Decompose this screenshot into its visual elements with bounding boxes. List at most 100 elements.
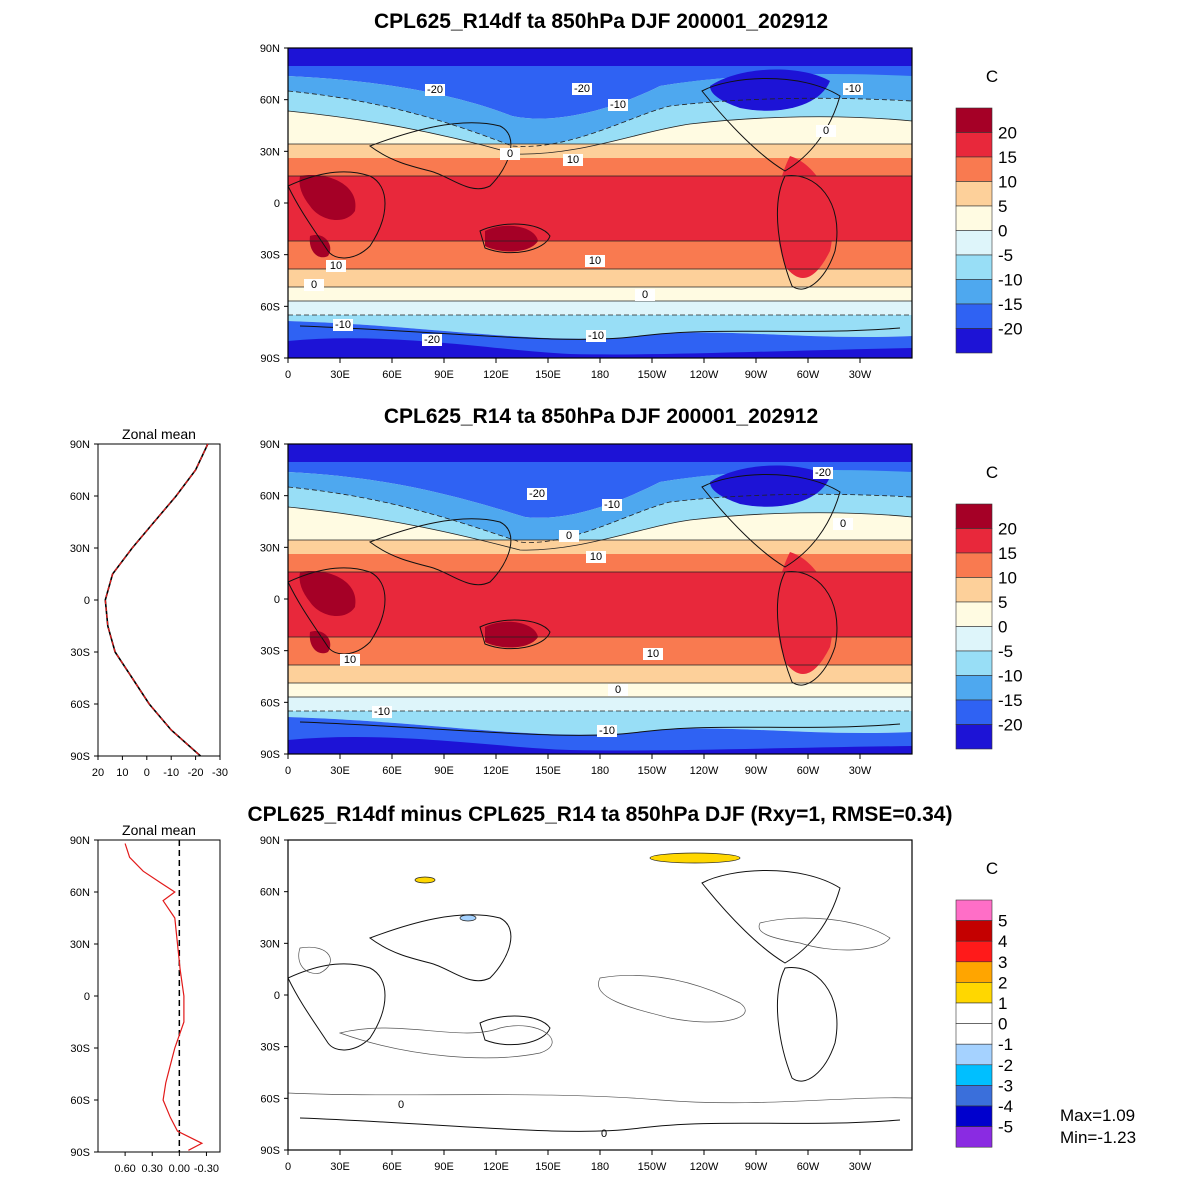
min-value: Min=-1.23 <box>1060 1128 1137 1147</box>
contour-label-bg <box>585 255 605 267</box>
bottom-lat-tick-label: 90S <box>260 1145 280 1157</box>
middle-lat-tick-label: 30N <box>260 542 280 554</box>
middle-panel-title: CPL625_R14 ta 850hPa DJF 200001_202912 <box>383 405 819 428</box>
zonal-mean-line <box>104 443 209 757</box>
colorbar-label: 1 <box>998 994 1007 1013</box>
colorbar-swatch <box>955 1085 993 1107</box>
contour-label-bg <box>643 648 663 660</box>
zonal-lat-tick-label: 30S <box>70 1043 90 1055</box>
contour-label: -20 <box>424 334 440 346</box>
colorbar-swatch <box>955 254 993 280</box>
middle-lat-tick-label: 60N <box>260 491 280 503</box>
colorbar-label: 4 <box>998 932 1007 951</box>
contour-label-bg <box>559 530 579 542</box>
contour-label: 0 <box>615 684 621 696</box>
middle-lat-tick-label: 90N <box>260 439 280 451</box>
colorbar-label: 5 <box>998 912 1007 931</box>
top-lat-tick-label: 30S <box>260 250 280 262</box>
bottom-lon-tick-label: 0 <box>285 1161 291 1173</box>
colorbar-label: 5 <box>998 593 1007 612</box>
bottom-lon-tick-label: 120W <box>690 1161 719 1173</box>
contour-label: -10 <box>335 319 351 331</box>
zonal-lat-tick-label: 0 <box>84 595 90 607</box>
colorbar-swatch <box>955 230 993 256</box>
zonal-x-tick-label: 0 <box>144 767 150 779</box>
middle-lat-tick-label: 60S <box>260 697 280 709</box>
contour-label-bg <box>608 684 628 696</box>
contour-label-bg <box>563 154 583 166</box>
bottom-lon-tick-label: 150E <box>535 1161 561 1173</box>
zonal-x-tick-label: -20 <box>188 767 204 779</box>
contour-label-bg <box>425 84 445 96</box>
top-map-coastlines <box>288 78 901 340</box>
contour-label-bg <box>635 289 655 301</box>
middle-lon-tick-label: 90E <box>434 765 454 777</box>
colorbar-label: 20 <box>998 520 1017 539</box>
colorbar-swatch <box>955 982 993 1004</box>
bottom-zonal-mean: Zonal mean 90N 60N 30N 0 30S 60S 90S 0.60 0.30 0.0… <box>70 822 221 1175</box>
bottom-lon-tick-label: 180 <box>591 1161 609 1173</box>
colorbar-swatch <box>955 899 993 921</box>
middle-lon-tick-label: 30W <box>849 765 872 777</box>
contour-label-bg <box>602 499 622 511</box>
contour-label: -20 <box>574 83 590 95</box>
middle-lat-tick-label: 30S <box>260 646 280 658</box>
contour-label: 10 <box>589 255 601 267</box>
colorbar-swatch <box>955 107 993 133</box>
middle-lon-tick-label: 150W <box>638 765 667 777</box>
zonal-x-tick-label: 0.30 <box>142 1163 163 1175</box>
colorbar-swatch <box>955 601 993 627</box>
colorbar-swatch <box>955 503 993 529</box>
contour-label: 10 <box>344 654 356 666</box>
bottom-contour-labels: 00 <box>398 1099 607 1140</box>
contour-label: 0 <box>566 530 572 542</box>
middle-lon-tick-label: 60E <box>382 765 402 777</box>
bottom-lat-tick-label: 60S <box>260 1093 280 1105</box>
bottom-lat-tick-label: 30S <box>260 1042 280 1054</box>
middle-lon-tick-label: 0 <box>285 765 291 777</box>
bottom-lon-tick-label: 90W <box>745 1161 768 1173</box>
bottom-lon-tick-label: 60E <box>382 1161 402 1173</box>
colorbar-label: -5 <box>998 246 1013 265</box>
bottom-lon-tick-label: 90E <box>434 1161 454 1173</box>
contour-label: 0 <box>840 518 846 530</box>
contour-label-bg <box>816 125 836 137</box>
zonal-mean-frame <box>97 839 221 1153</box>
colorbar-swatch <box>955 552 993 578</box>
top-lon-tick-label: 120E <box>483 369 509 381</box>
middle-lon-tick-label: 150E <box>535 765 561 777</box>
top-lon-tick-label: 60E <box>382 369 402 381</box>
colorbar-label: 20 <box>998 124 1017 143</box>
colorbar-unit: C <box>986 859 998 878</box>
bottom-lon-tick-label: 150W <box>638 1161 667 1173</box>
contour-label: 0 <box>642 289 648 301</box>
bottom-lon-ticks: 0 30E 60E 90E 120E 150E 180 150W 120W 90W 60W 30W <box>285 1150 872 1173</box>
zonal-lat-tick-label: 0 <box>84 991 90 1003</box>
top-contour-labels: -20 -10 -20 -10 0 0 10 10 10 0 0 -10 -20 -10 <box>304 83 863 346</box>
bottom-colorbar: C 54 32 1 0-1 -2-3 -4 -5 <box>955 859 1013 1148</box>
contour-label: -10 <box>845 83 861 95</box>
colorbar-label: 3 <box>998 953 1007 972</box>
colorbar-label: -1 <box>998 1035 1013 1054</box>
colorbar-swatch <box>955 724 993 750</box>
zonal-mean-line <box>124 843 204 1151</box>
middle-contour-labels: -20 -10 -20 0 0 10 10 10 0 -10 -10 <box>340 467 853 737</box>
contour-label: -10 <box>374 706 390 718</box>
contour-label: -10 <box>610 99 626 111</box>
colorbar-label: -15 <box>998 691 1023 710</box>
contour-label-bg <box>500 148 520 160</box>
colorbar-label: -4 <box>998 1097 1013 1116</box>
top-lon-tick-label: 90E <box>434 369 454 381</box>
contour-label: -10 <box>604 499 620 511</box>
top-lon-tick-label: 150W <box>638 369 667 381</box>
bottom-lat-tick-label: 0 <box>274 990 280 1002</box>
middle-map-coastlines <box>288 474 901 736</box>
top-lon-tick-label: 120W <box>690 369 719 381</box>
colorbar-label: -15 <box>998 295 1023 314</box>
contour-label-bg <box>326 260 346 272</box>
colorbar-swatch <box>955 205 993 231</box>
middle-lon-tick-label: 120E <box>483 765 509 777</box>
zonal-x-tick-label: 0.60 <box>114 1163 135 1175</box>
colorbar-label: 15 <box>998 544 1017 563</box>
